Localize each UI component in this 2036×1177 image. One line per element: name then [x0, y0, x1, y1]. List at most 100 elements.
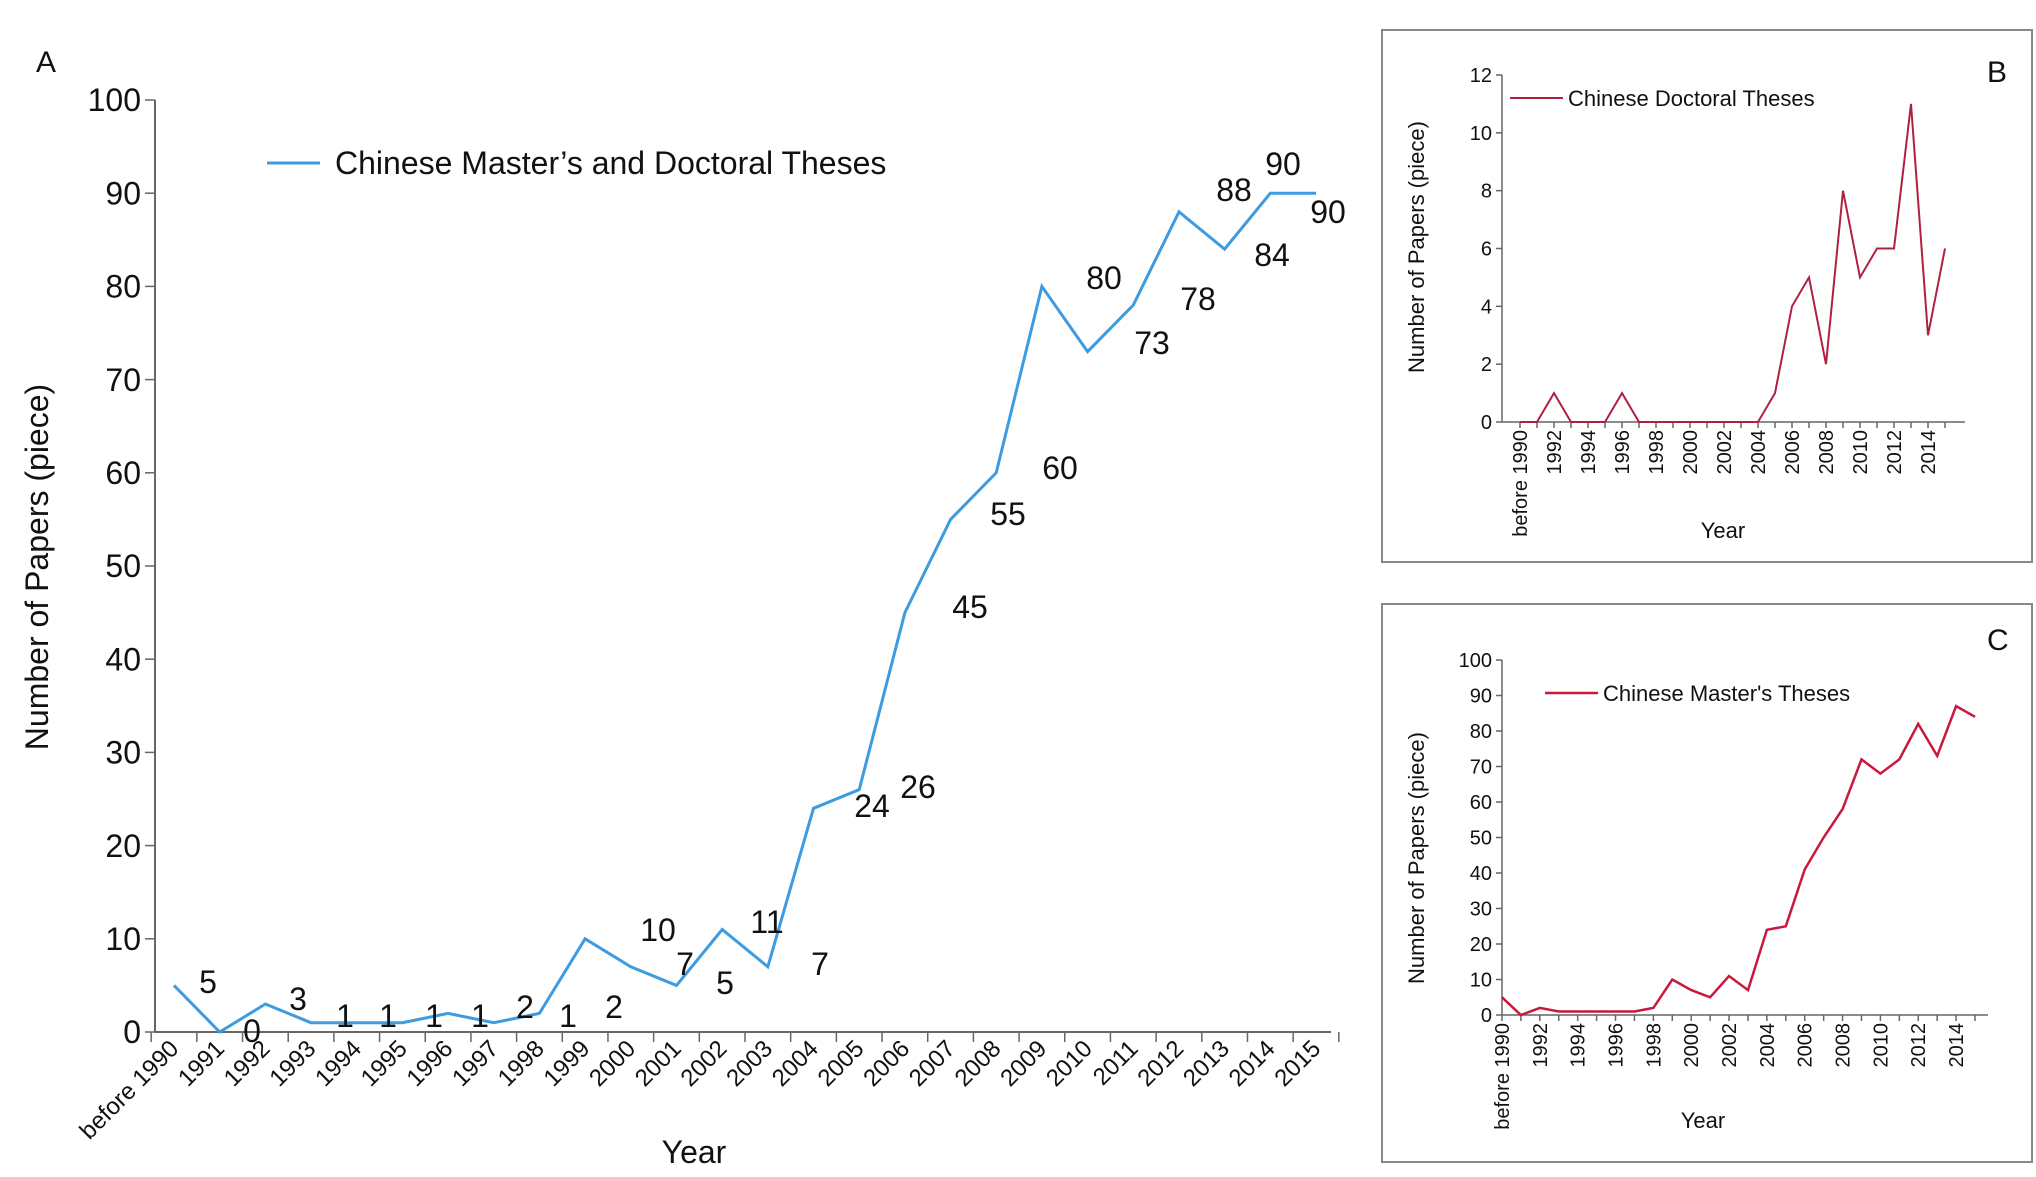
panel-c-yticks: 0 10 20 30 40 50 60 70 80 90 100	[1459, 650, 1502, 1027]
y-tick-label: 4	[1481, 296, 1492, 318]
x-tick-label: 1992	[1544, 430, 1566, 475]
y-tick-label: 40	[105, 641, 141, 677]
panel-b-series-line	[1520, 103, 1946, 423]
panel-c-legend-label: Chinese Master's Theses	[1603, 681, 1850, 706]
panel-a-xticks: before 199019911992199319941995199619971…	[75, 1032, 1340, 1145]
x-tick-label: 2000	[1680, 430, 1702, 475]
data-label: 88	[1216, 172, 1252, 208]
x-tick-label: 2008	[950, 1035, 1007, 1092]
x-tick-label: 2013	[1178, 1035, 1235, 1092]
y-tick-label: 10	[1470, 123, 1492, 145]
y-tick-label: 30	[105, 735, 141, 771]
x-tick-label: 1998	[1646, 430, 1668, 475]
y-tick-label: 100	[1459, 650, 1492, 672]
x-tick-label: 2002	[1719, 1023, 1741, 1068]
data-label: 78	[1180, 281, 1216, 317]
panel-c-frame	[1381, 603, 2033, 1163]
panel-b-yticks: 0 2 4 6 8 10 12	[1470, 65, 1502, 434]
x-tick-label: 1991	[173, 1035, 230, 1092]
x-tick-label: 2014	[1946, 1023, 1968, 1068]
x-tick-label: before 1990	[1492, 1023, 1514, 1130]
data-label: 0	[243, 1013, 261, 1049]
y-tick-label: 50	[105, 548, 141, 584]
y-tick-label: 60	[105, 455, 141, 491]
x-tick-label: 2010	[1870, 1023, 1892, 1068]
panel-a: A Number of Papers (piece) Year 01020304…	[19, 46, 1346, 1170]
y-tick-label: 12	[1470, 65, 1492, 87]
y-tick-label: 2	[1481, 354, 1492, 376]
data-label: 90	[1265, 146, 1301, 182]
panel-c-series-line	[1501, 704, 1976, 1017]
panel-b-xticks: before 1990 1992 1994 1996 1998 2000 2002 2004 2…	[1510, 422, 1946, 537]
x-tick-label: 2004	[767, 1035, 824, 1092]
y-tick-label: 10	[1470, 970, 1492, 992]
x-tick-label: 2006	[858, 1035, 915, 1092]
data-label: 1	[471, 998, 489, 1034]
x-tick-label: 2001	[630, 1035, 687, 1092]
panel-b-ylabel: Number of Papers (piece)	[1404, 121, 1429, 373]
y-tick-label: 40	[1470, 863, 1492, 885]
data-label: 1	[559, 998, 577, 1034]
panel-b-xlabel: Year	[1701, 518, 1745, 543]
x-tick-label: 2012	[1132, 1035, 1189, 1092]
panel-a-series-line	[172, 191, 1316, 1034]
data-label: 73	[1134, 325, 1170, 361]
panel-c-xlabel: Year	[1681, 1108, 1725, 1133]
x-tick-label: 2012	[1884, 430, 1906, 475]
y-tick-label: 0	[123, 1014, 141, 1050]
y-tick-label: 80	[105, 269, 141, 305]
data-label: 1	[425, 998, 443, 1034]
y-tick-label: 0	[1481, 1005, 1492, 1027]
data-label: 1	[379, 998, 397, 1034]
panel-b-frame	[1381, 29, 2033, 563]
x-tick-label: 1996	[401, 1035, 458, 1092]
x-tick-label: 2006	[1795, 1023, 1817, 1068]
x-tick-label: 2004	[1757, 1023, 1779, 1068]
x-tick-label: 2008	[1816, 430, 1838, 475]
x-tick-label: 1996	[1606, 1023, 1628, 1068]
data-label: 90	[1310, 194, 1346, 230]
data-label: 11	[750, 904, 783, 940]
y-tick-label: 100	[88, 82, 141, 118]
x-tick-label: 2004	[1748, 430, 1770, 475]
x-tick-label: 2014	[1918, 430, 1940, 475]
x-tick-label: 2014	[1224, 1035, 1281, 1092]
x-tick-label: 2007	[904, 1035, 961, 1092]
x-tick-label: 2009	[995, 1035, 1052, 1092]
data-label: 10	[640, 912, 676, 948]
y-tick-label: 80	[1470, 721, 1492, 743]
data-label: 26	[900, 769, 936, 805]
x-tick-label: 1994	[310, 1035, 367, 1092]
panel-c-ylabel: Number of Papers (piece)	[1404, 732, 1429, 984]
data-label: 1	[336, 998, 354, 1034]
x-tick-label: 2005	[813, 1035, 870, 1092]
x-tick-label: 1993	[264, 1035, 321, 1092]
x-tick-label: 2008	[1833, 1023, 1855, 1068]
data-label: 5	[716, 965, 734, 1001]
y-tick-label: 20	[1470, 934, 1492, 956]
x-tick-label: 1992	[1530, 1023, 1552, 1068]
panel-a-data-labels: 503 1 1 1 1 2 1 2107511724264555608073788884909…	[199, 146, 1346, 1049]
data-label: 2	[516, 989, 534, 1025]
y-tick-label: 90	[1470, 686, 1492, 708]
x-tick-label: 1996	[1612, 430, 1634, 475]
y-tick-label: 0	[1481, 412, 1492, 434]
x-tick-label: 1994	[1578, 430, 1600, 475]
y-tick-label: 6	[1481, 239, 1492, 261]
panel-c: C Number of Papers (piece) Year 0 10 20 30 4…	[1381, 603, 2033, 1163]
x-tick-label: 2006	[1782, 430, 1804, 475]
data-label: 7	[676, 946, 694, 982]
x-tick-label: 1998	[1643, 1023, 1665, 1068]
y-tick-label: 90	[105, 175, 141, 211]
panel-b-legend-label: Chinese Doctoral Theses	[1568, 86, 1815, 111]
y-tick-label: 50	[1470, 828, 1492, 850]
x-tick-label: 2002	[1714, 430, 1736, 475]
x-tick-label: 2003	[721, 1035, 778, 1092]
x-tick-label: before 1990	[1510, 430, 1532, 537]
x-tick-label: 2002	[676, 1035, 733, 1092]
y-tick-label: 20	[105, 828, 141, 864]
x-tick-label: 2012	[1908, 1023, 1930, 1068]
data-label: 3	[289, 981, 307, 1017]
x-tick-label: 1994	[1568, 1023, 1590, 1068]
